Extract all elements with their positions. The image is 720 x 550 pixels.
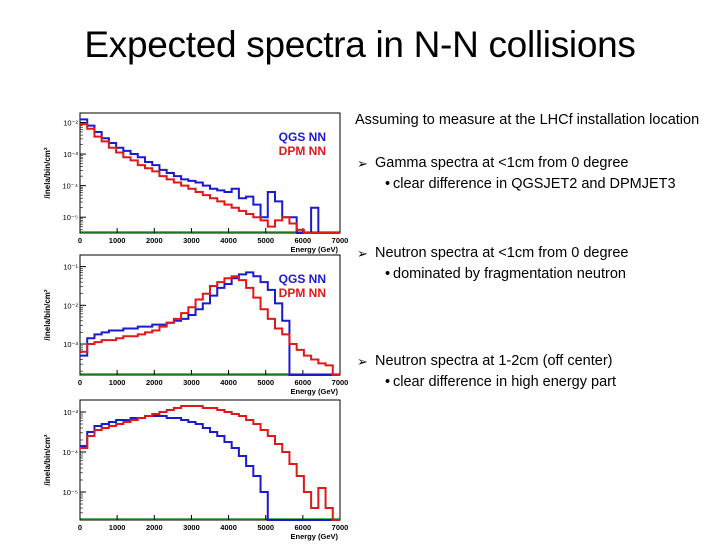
x-tick-label: 3000 <box>183 378 200 387</box>
x-tick-label: 6000 <box>295 378 312 387</box>
legend-entry: DPM NN <box>279 144 326 158</box>
x-tick-label: 5000 <box>257 523 274 532</box>
neutron-offcenter-chart: 0 1000 2000 3000 4000 5000 6000 7000 Energy (GeV… <box>40 395 350 550</box>
x-tick-label: 5000 <box>257 378 274 387</box>
bullet-gamma: ➢ Gamma spectra at <1cm from 0 degree • cl… <box>355 153 715 195</box>
bullet-sub-text: clear difference in high energy part <box>393 374 617 390</box>
y-axis-label: /inela/bin/cm² <box>43 434 52 485</box>
x-tick-label: 2000 <box>146 378 163 387</box>
y-tick-label: 10⁻³ <box>63 408 78 417</box>
x-tick-label: 4000 <box>220 236 237 245</box>
x-tick-label: 0 <box>78 378 82 387</box>
x-tick-label: 2000 <box>146 523 163 532</box>
y-tick-label: 10⁻⁵ <box>63 488 78 497</box>
plot-frame <box>79 399 341 521</box>
y-tick-label: 10⁻³ <box>63 340 78 349</box>
bullet-main-text: Neutron spectra at 1-2cm (off center) <box>375 353 613 369</box>
series-line-qgs <box>80 271 340 376</box>
bullet-main-text: Neutron spectra at <1cm from 0 degree <box>375 245 629 261</box>
bullet-neutron-offcenter: ➢ Neutron spectra at 1-2cm (off center) •… <box>355 351 715 393</box>
arrow-bullet-icon: ➢ <box>357 354 368 369</box>
x-tick-label: 7000 <box>332 378 349 387</box>
y-tick-label: 10⁻⁵ <box>63 213 78 222</box>
bullet-neutron: ➢ Neutron spectra at <1cm from 0 degree •… <box>355 243 715 285</box>
neutron-spectra-chart: 0 1000 2000 3000 4000 5000 6000 7000 Energy (GeV… <box>40 250 350 405</box>
legend-entry: QGS NN <box>279 130 326 144</box>
intro-text: Assuming to measure at the LHCf installa… <box>355 112 700 128</box>
series-line-qgs <box>80 118 340 234</box>
page-title: Expected spectra in N-N collisions <box>84 24 636 65</box>
description-text: Assuming to measure at the LHCf installa… <box>355 110 715 393</box>
x-tick-label: 7000 <box>332 523 349 532</box>
y-tick-label: 10⁻⁴ <box>62 448 78 457</box>
legend-entry: QGS NN <box>279 272 326 286</box>
x-axis-label: Energy (GeV) <box>290 245 338 254</box>
arrow-bullet-icon: ➢ <box>357 246 368 261</box>
x-tick-label: 1000 <box>109 523 126 532</box>
x-tick-label: 1000 <box>109 378 126 387</box>
y-tick-label: 10⁻² <box>63 301 78 310</box>
x-tick-label: 3000 <box>183 523 200 532</box>
plot-frame <box>79 254 341 376</box>
x-tick-label: 7000 <box>332 236 349 245</box>
x-tick-label: 1000 <box>109 236 126 245</box>
series-line-dpm <box>80 275 340 376</box>
bullet-sub-text: dominated by fragmentation neutron <box>393 266 626 282</box>
x-axis-label: Energy (GeV) <box>290 532 338 541</box>
y-axis-label: /inela/bin/cm² <box>43 147 52 198</box>
x-tick-label: 2000 <box>146 236 163 245</box>
legend-entry: DPM NN <box>279 286 326 300</box>
y-tick-label: 10⁻³ <box>63 150 78 159</box>
x-tick-label: 3000 <box>183 236 200 245</box>
x-tick-label: 0 <box>78 236 82 245</box>
x-axis-label: Energy (GeV) <box>290 387 338 396</box>
series-line-qgs <box>80 415 340 521</box>
x-tick-label: 6000 <box>295 523 312 532</box>
x-tick-label: 0 <box>78 523 82 532</box>
dot-bullet-icon: • <box>385 176 391 192</box>
y-axis-label: /inela/bin/cm² <box>43 289 52 340</box>
y-tick-label: 10⁻⁴ <box>62 182 78 191</box>
bullet-main-text: Gamma spectra at <1cm from 0 degree <box>375 155 629 171</box>
x-tick-label: 4000 <box>220 378 237 387</box>
x-tick-label: 6000 <box>295 236 312 245</box>
x-tick-label: 4000 <box>220 523 237 532</box>
gamma-spectra-chart: 0 1000 2000 3000 4000 5000 6000 7000 Energy (GeV… <box>40 108 350 263</box>
x-tick-label: 5000 <box>257 236 274 245</box>
y-tick-label: 10⁻² <box>63 118 78 127</box>
series-line-dpm <box>80 123 340 234</box>
dot-bullet-icon: • <box>385 266 391 282</box>
series-line-dpm <box>80 405 340 521</box>
arrow-bullet-icon: ➢ <box>357 156 368 171</box>
y-tick-label: 10⁻¹ <box>63 263 78 272</box>
dot-bullet-icon: • <box>385 374 391 390</box>
bullet-sub-text: clear difference in QGSJET2 and DPMJET3 <box>393 176 676 192</box>
plot-frame <box>79 112 341 234</box>
